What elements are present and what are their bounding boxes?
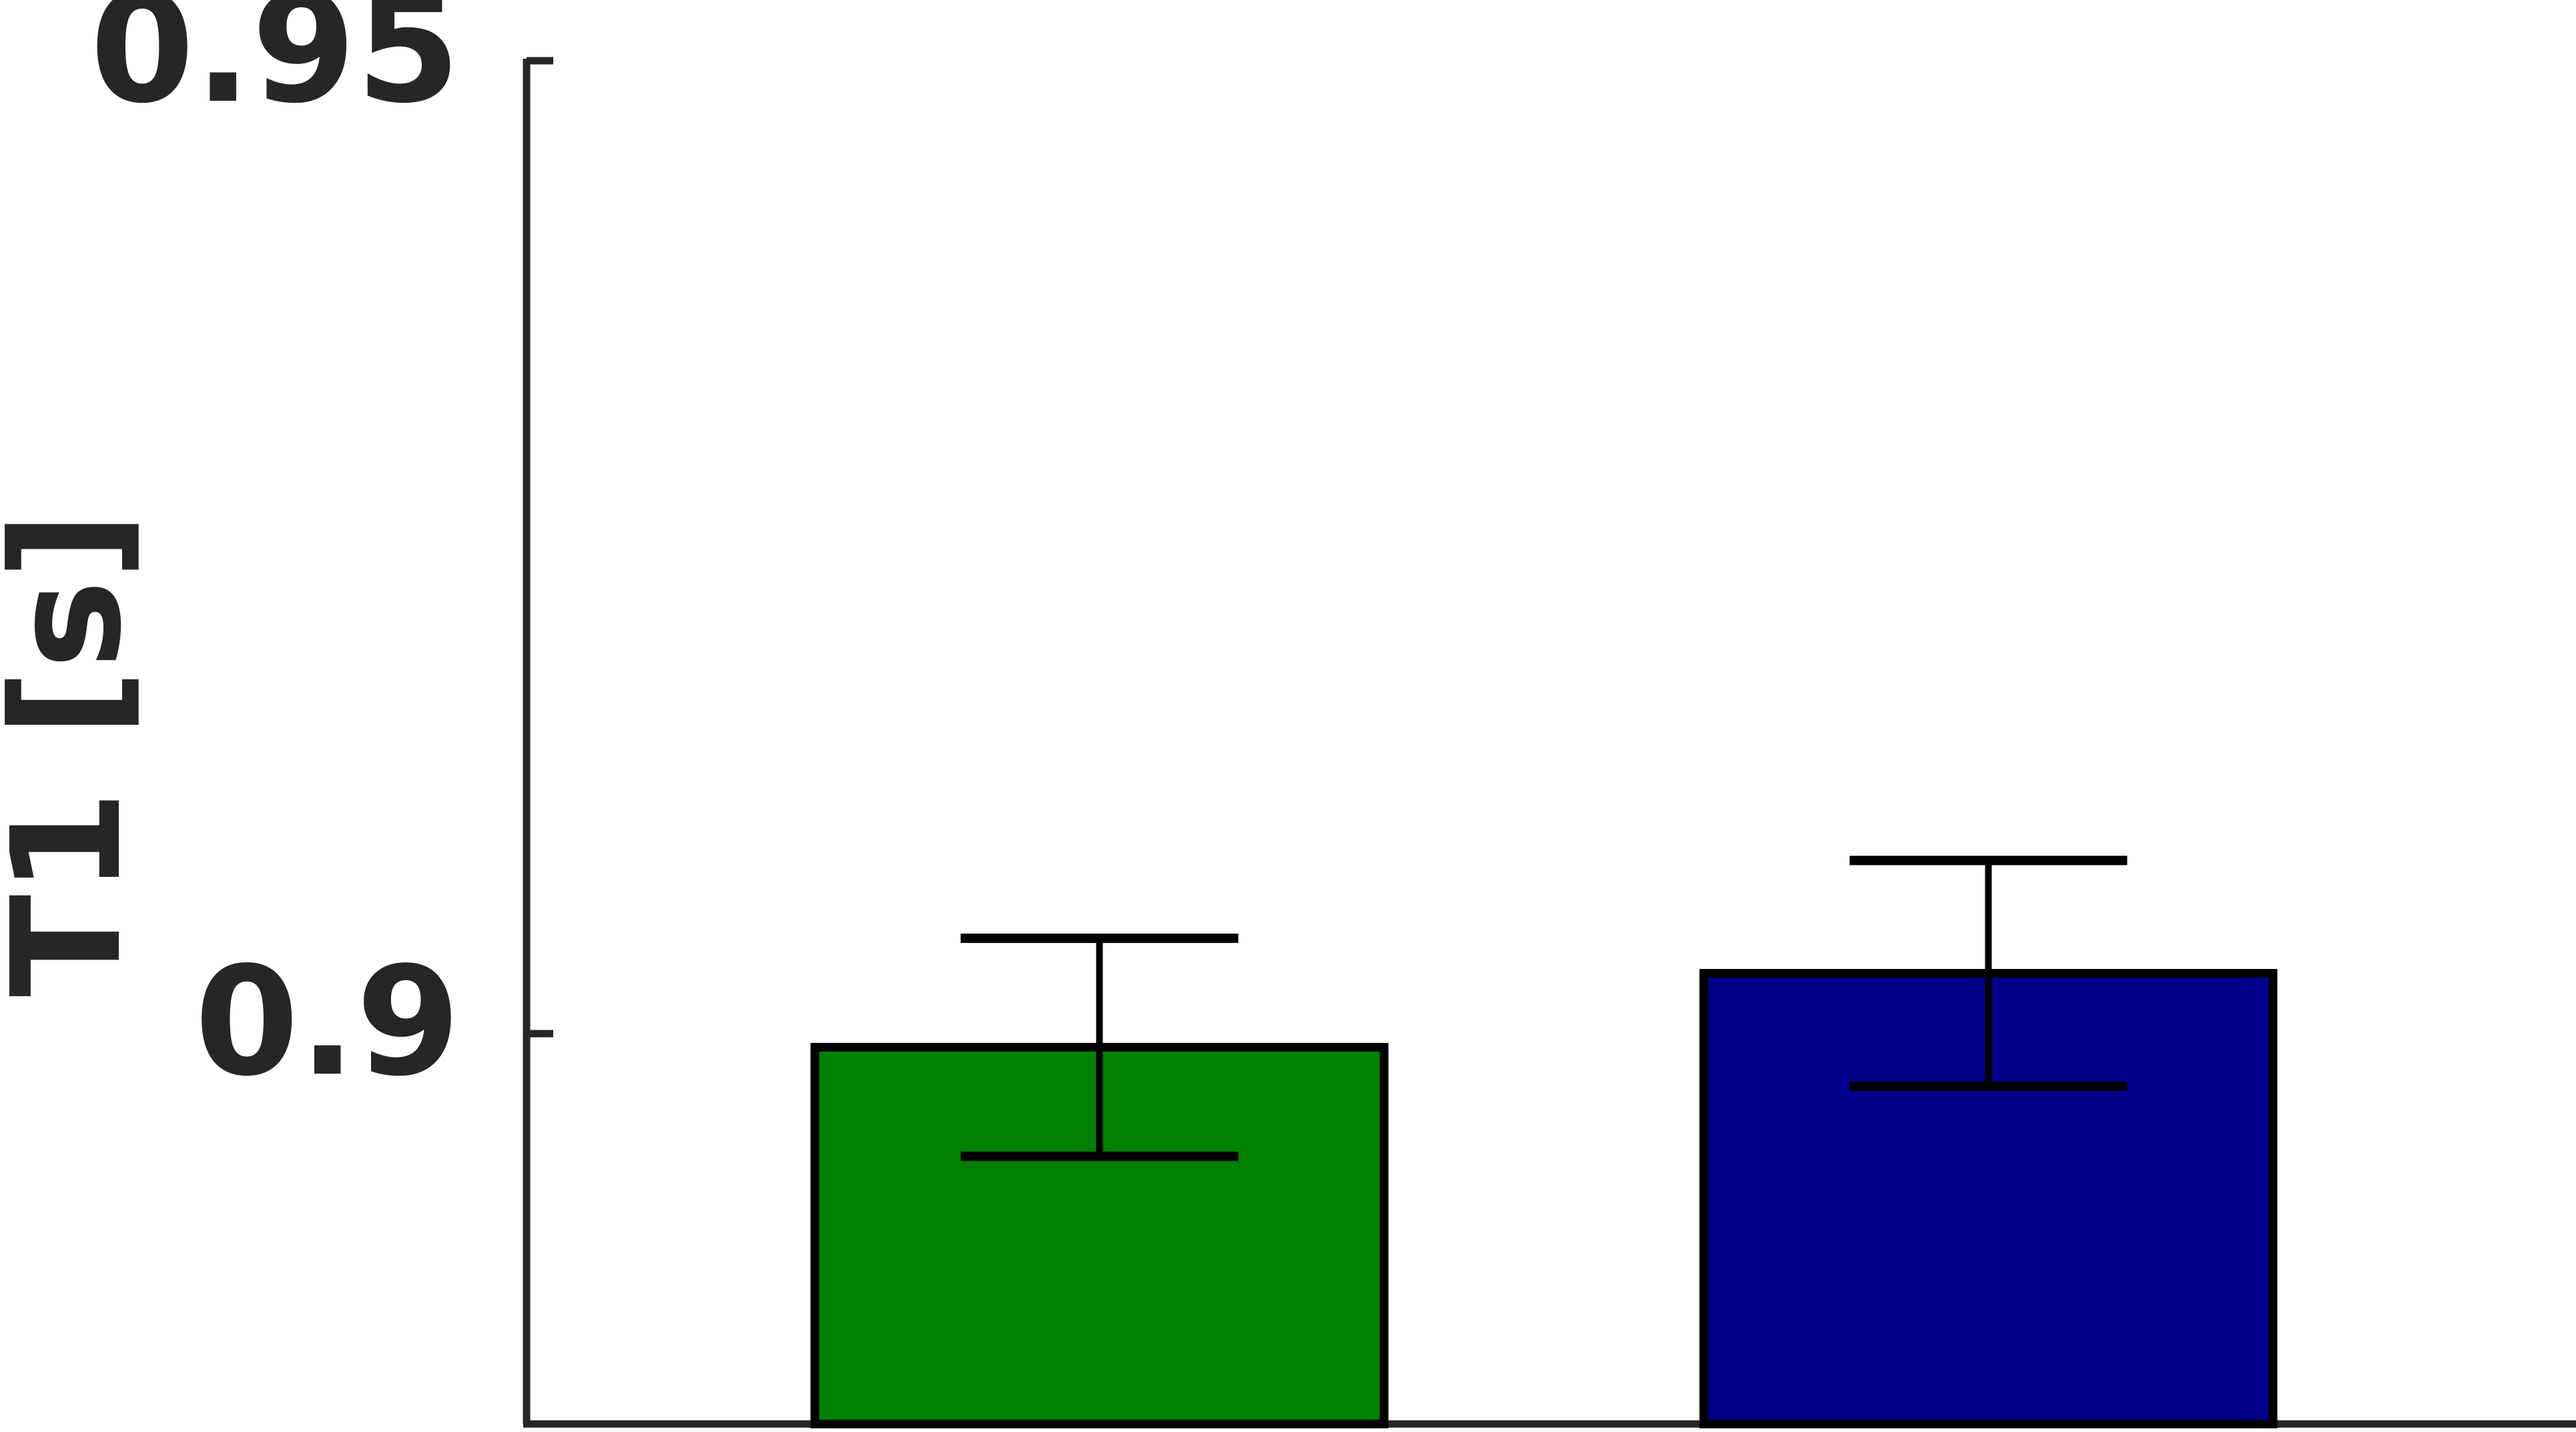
y-axis-label: T1 [s] [0, 511, 155, 997]
y-ticks: 0.9 0.95 [90, 0, 553, 1110]
bars [810, 969, 2278, 1429]
error-bars [960, 855, 2128, 1161]
y-tick-label: 0.9 [194, 935, 460, 1110]
y-tick-label: 0.95 [90, 0, 460, 137]
